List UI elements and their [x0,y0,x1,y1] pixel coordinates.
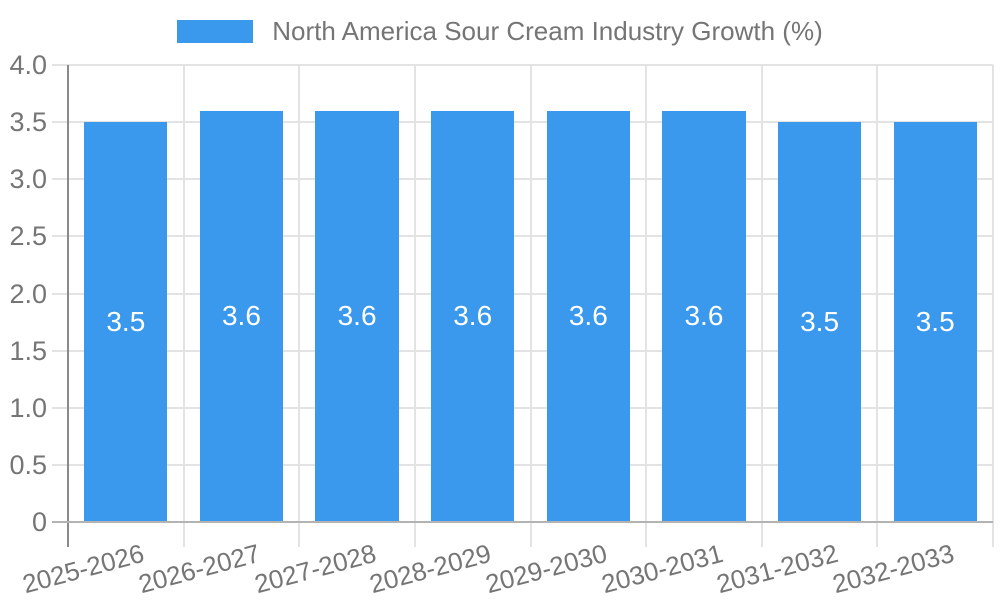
legend[interactable]: North America Sour Cream Industry Growth… [0,16,1000,47]
h-gridline [52,463,993,466]
h-gridline [52,178,993,181]
bar-2032-2033[interactable]: 3.5 [893,122,977,522]
h-gridline [52,121,993,124]
y-axis-tick-label: 2.0 [9,278,47,309]
bar-value-label: 3.5 [106,306,146,338]
bar-value-label: 3.6 [684,300,724,332]
h-gridline [52,406,993,409]
legend-swatch-icon [177,20,254,43]
bar-value-label: 3.5 [800,306,840,338]
v-gridline [760,65,763,547]
h-gridline [52,349,993,352]
y-axis-tick-label: 1.0 [9,392,47,423]
h-gridline [52,292,993,295]
x-axis-label: 2029-2030 [482,538,611,600]
y-axis-tick-label: 1.5 [9,335,47,366]
bar-value-label: 3.6 [337,300,377,332]
y-axis-line [67,65,69,547]
h-gridline [52,235,993,238]
y-axis-tick-label: 0 [31,507,47,537]
bar-value-label: 3.5 [915,306,955,338]
bar-2031-2032[interactable]: 3.5 [777,122,862,522]
y-axis-tick-label: 4.0 [9,50,47,80]
bar-2029-2030[interactable]: 3.6 [546,110,630,522]
v-gridline [298,65,301,547]
bar-2027-2028[interactable]: 3.6 [315,110,399,522]
x-axis-label: 2030-2031 [597,538,726,600]
legend-label: North America Sour Cream Industry Growth… [272,16,823,46]
x-axis-label: 2032-2033 [829,538,957,600]
bar-value-label: 3.6 [568,300,608,332]
h-gridline [52,64,993,66]
x-axis-line [52,521,993,523]
x-axis-label: 2027-2028 [250,538,379,600]
y-axis-tick-label: 3.5 [9,107,47,138]
x-axis-label: 2028-2029 [366,538,495,600]
v-gridline [876,65,879,547]
x-axis-label: 2026-2027 [135,538,264,600]
bar-value-label: 3.6 [221,300,261,332]
v-gridline [413,65,416,547]
y-axis-tick-label: 0.5 [9,449,47,480]
x-axis-label: 2031-2032 [713,538,842,600]
bar-value-label: 3.6 [453,300,493,332]
bar-2028-2029[interactable]: 3.6 [431,110,515,522]
v-gridline [529,65,532,547]
v-gridline [182,65,185,547]
x-axis-label: 2025-2026 [19,538,148,600]
y-axis-tick-label: 3.0 [9,164,47,195]
bar-2026-2027[interactable]: 3.6 [199,110,284,522]
bar-2030-2031[interactable]: 3.6 [662,110,746,522]
v-gridline [645,65,648,547]
y-axis-tick-label: 2.5 [9,221,47,252]
bar-2025-2026[interactable]: 3.5 [84,122,168,522]
plot-area: 3.5 3.6 3.6 3.6 3.6 3.6 3.5 3.5 [52,64,994,547]
v-gridline [992,65,994,547]
